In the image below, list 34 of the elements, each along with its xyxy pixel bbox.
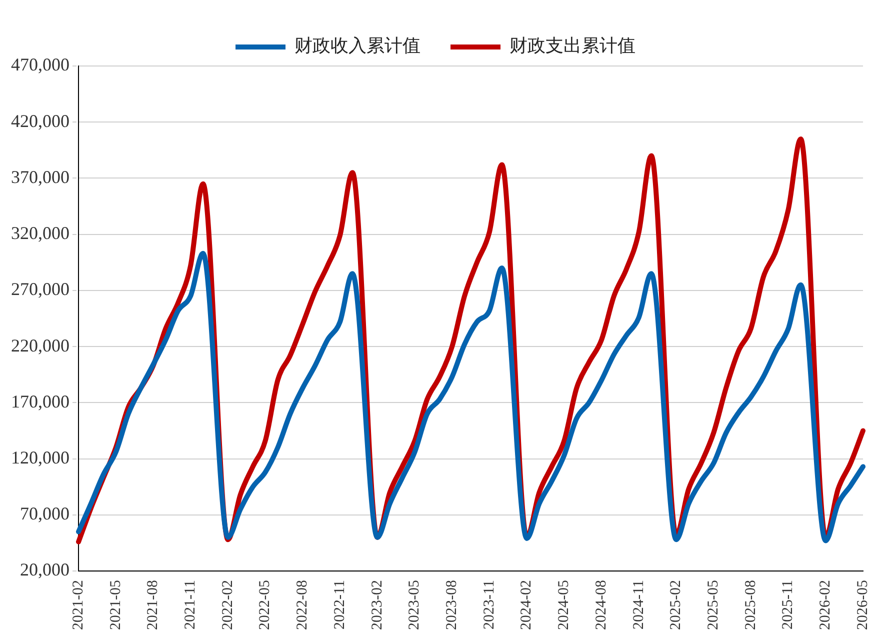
x-tick-label: 2024-08 xyxy=(593,580,610,630)
y-tick-label: 420,000 xyxy=(11,110,70,131)
x-tick-label: 2023-08 xyxy=(444,580,460,630)
y-tick-label: 20,000 xyxy=(20,560,70,580)
y-tick-label: 370,000 xyxy=(11,166,70,187)
y-tick-label: 120,000 xyxy=(11,448,70,468)
x-tick-label: 2022-08 xyxy=(294,580,311,630)
y-tick-label: 270,000 xyxy=(11,279,70,300)
x-tick-label: 2023-05 xyxy=(406,580,423,630)
y-tick-label: 470,000 xyxy=(11,54,70,75)
x-tick-label: 2021-08 xyxy=(145,580,162,630)
x-tick-label: 2022-11 xyxy=(332,580,348,630)
legend-label: 财政收入累计值 xyxy=(294,36,420,56)
x-tick-label: 2022-05 xyxy=(257,580,274,630)
y-tick-label: 220,000 xyxy=(11,335,70,356)
y-tick-label: 320,000 xyxy=(11,223,70,244)
x-tick-label: 2024-05 xyxy=(556,580,572,630)
x-tick-label: 2023-11 xyxy=(481,580,498,630)
x-tick-label: 2021-11 xyxy=(182,580,199,630)
x-tick-label: 2025-08 xyxy=(742,580,759,630)
x-tick-label: 2025-05 xyxy=(706,580,722,630)
x-tick-label: 2024-11 xyxy=(630,580,647,630)
x-tick-label: 2026-05 xyxy=(854,580,871,630)
x-tick-label: 2024-02 xyxy=(518,580,535,630)
y-tick-label: 170,000 xyxy=(11,391,70,412)
legend-label: 财政支出累计值 xyxy=(510,36,636,56)
x-tick-label: 2026-02 xyxy=(818,580,834,630)
y-tick-label: 70,000 xyxy=(20,504,70,524)
x-tick-label: 2021-02 xyxy=(70,580,86,630)
x-tick-label: 2025-11 xyxy=(780,580,796,630)
x-tick-label: 2023-02 xyxy=(369,580,386,630)
x-tick-label: 2022-02 xyxy=(220,580,236,630)
x-tick-label: 2025-02 xyxy=(668,580,684,630)
x-tick-label: 2021-05 xyxy=(108,580,124,630)
